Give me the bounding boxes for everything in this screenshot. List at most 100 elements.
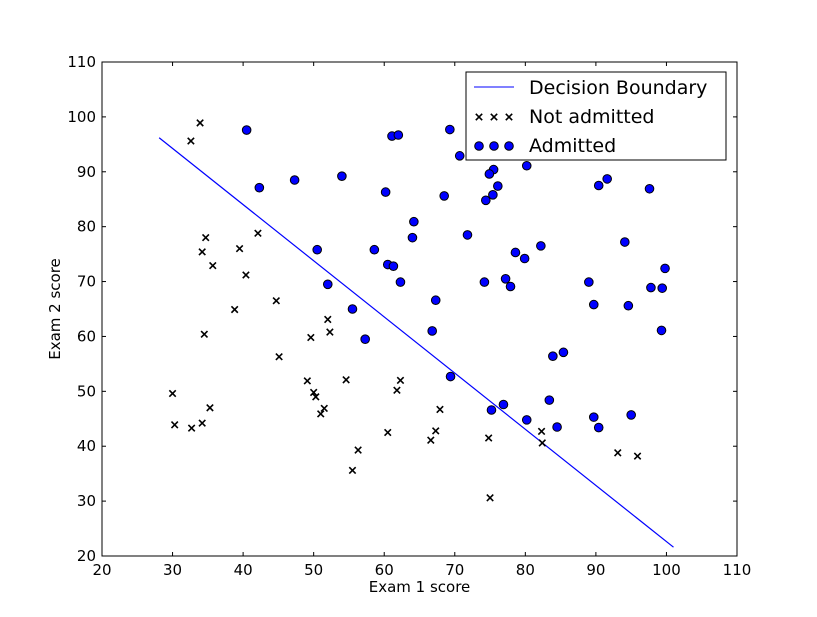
x-tick-labels: 20 30 40 50 60 70 80 90 100 110 [92,561,751,579]
y-tick-label: 30 [77,492,96,510]
y-tick-label: 80 [77,218,96,236]
not-admitted-point [431,427,440,435]
not-admitted-point [168,389,177,398]
y-tick-label: 70 [77,273,96,291]
admitted-point [588,299,599,310]
not-admitted-point [196,119,204,127]
admitted-point [536,241,546,251]
not-admitted-point [436,405,444,414]
y-tick-label: 110 [67,53,96,71]
admitted-point [656,325,667,336]
y-tick-label: 40 [77,437,96,455]
admitted-point [393,130,404,140]
admitted-point [454,151,465,161]
not-admitted-point [326,328,334,336]
legend-admitted-swatch [474,141,514,151]
admitted-point [623,300,634,311]
not-admitted-point [272,297,281,305]
admitted-point [505,281,516,292]
admitted-point [657,283,668,293]
not-admitted-point [242,271,250,279]
admitted-point [312,244,322,255]
x-tick-label: 30 [163,561,182,579]
x-tick-label: 40 [234,561,253,579]
admitted-point [644,183,655,194]
admitted-point [289,175,300,185]
not-admitted-point [342,376,350,384]
admitted-point [552,422,562,432]
legend-admitted-label: Admitted [529,135,616,157]
admitted-point [395,277,406,287]
not-admitted-point [170,421,179,429]
admitted-point [660,263,670,274]
admitted-point [254,182,265,193]
legend: Decision Boundary Not admitted Admitted [465,71,727,161]
decision-boundary-line [158,137,674,548]
admitted-point [380,187,391,197]
not-admitted-point [187,137,195,145]
admitted-point [360,334,370,344]
admitted-point [347,304,358,314]
admitted-point [479,277,490,287]
not-admitted-point [307,333,315,342]
x-axis-label: Exam 1 score [369,578,471,596]
admitted-point [241,125,252,135]
x-tick-label: 20 [92,561,111,579]
not-admitted-point [254,229,262,238]
admitted-point [602,174,612,184]
not-admitted-point [275,352,283,361]
y-axis-label: Exam 2 score [46,258,64,360]
x-tick-label: 50 [304,561,323,579]
admitted-point [388,261,399,271]
admitted-point [519,253,530,264]
y-tick-label: 50 [77,382,96,400]
not-admitted-point [198,248,206,256]
x-tick-label: 90 [586,561,605,579]
admitted-point [427,326,438,336]
not-admitted-point [230,305,239,314]
legend-not-admitted-label: Not admitted [529,106,654,128]
not-admitted-point [320,404,329,413]
admitted-point [493,181,503,191]
not-admitted-point [312,393,320,401]
admitted-point [646,282,656,293]
not-admitted-point [613,449,622,457]
not-admitted-point [200,330,209,339]
not-admitted-point [633,452,642,460]
not-admitted-point [324,315,332,324]
admitted-point [439,191,449,201]
not-admitted-point [427,436,435,444]
not-admitted-point [348,466,357,475]
not-admitted-point [396,376,405,385]
legend-boundary-label: Decision Boundary [529,77,707,99]
not-admitted-point [486,494,494,502]
not-admitted-point [201,233,210,242]
admitted-point [481,195,491,206]
x-tick-label: 80 [516,561,535,579]
not-admitted-point [235,244,244,253]
admitted-point [626,410,636,420]
not-admitted-point [206,404,214,412]
not-admitted-point [354,446,362,454]
y-tick-label: 100 [67,108,96,126]
not-admitted-point [537,427,546,436]
legend-x-marker [490,113,498,121]
legend-o-marker [504,141,514,151]
not-admitted-point [316,410,325,418]
admitted-point [593,180,604,191]
admitted-point [445,371,456,382]
not-admitted-point [538,439,547,447]
admitted-point [620,237,630,247]
admitted-point [407,232,418,243]
not-admitted-point [309,388,318,397]
x-tick-label: 70 [445,561,464,579]
admitted-point [322,279,333,290]
legend-x-marker [475,113,483,121]
admitted-point [462,230,473,240]
not-admitted-point [393,386,401,395]
legend-not-admitted-swatch [475,113,513,121]
legend-x-marker [505,113,513,121]
not-admitted-point [484,434,493,442]
admitted-point [544,395,555,405]
